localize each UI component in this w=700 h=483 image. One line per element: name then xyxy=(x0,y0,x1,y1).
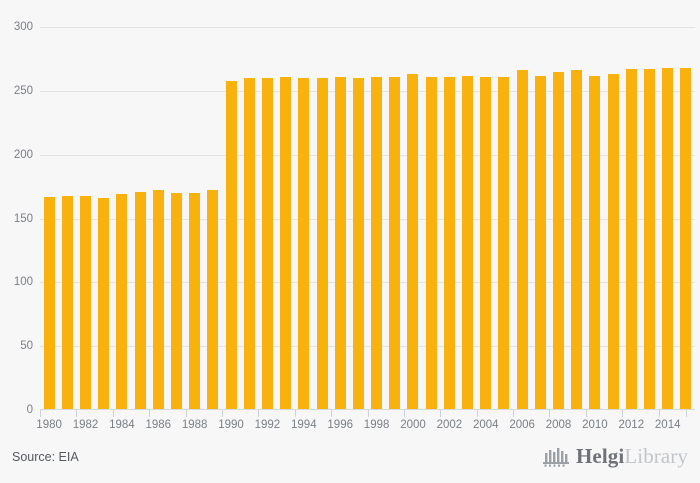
x-axis-tick-label: 2014 xyxy=(654,419,681,431)
plot-area xyxy=(40,27,695,410)
x-axis-tick xyxy=(295,410,296,417)
bar[interactable] xyxy=(407,74,419,410)
x-axis-tick-label: 1990 xyxy=(218,419,244,431)
gridline xyxy=(40,27,695,28)
x-axis-tick-label: 1980 xyxy=(36,419,62,431)
source-note: Source: EIA xyxy=(12,450,79,464)
x-axis-tick xyxy=(404,410,405,417)
chart-footer: Source: EIA xyxy=(0,440,700,483)
x-axis-tick xyxy=(686,410,687,417)
x-axis: 1980 1982 1984 1986 1988 1990 1992 1994 1996 1998… xyxy=(36,410,695,440)
x-axis-tick xyxy=(368,410,369,417)
bar[interactable] xyxy=(498,76,510,410)
gridline xyxy=(40,282,695,284)
x-axis-tick xyxy=(258,410,259,417)
x-axis-tick-label: 1996 xyxy=(327,419,353,431)
bar[interactable] xyxy=(680,67,692,410)
x-axis-tick xyxy=(113,410,114,417)
bar[interactable] xyxy=(61,195,73,410)
bar[interactable] xyxy=(261,78,273,410)
x-axis-tick xyxy=(440,410,441,417)
helgi-library-logo[interactable]: HelgiLibrary xyxy=(543,446,688,467)
bar[interactable] xyxy=(43,196,55,410)
x-axis-tick-label: 2002 xyxy=(436,419,463,431)
bar[interactable] xyxy=(516,70,528,410)
x-axis-tick xyxy=(586,410,587,417)
bar[interactable] xyxy=(534,75,546,410)
y-axis-tick-label: 100 xyxy=(13,276,33,289)
x-axis-tick xyxy=(222,410,223,417)
y-axis-tick-label: 50 xyxy=(20,340,33,353)
bar[interactable] xyxy=(225,80,237,410)
bar-chart-building-icon xyxy=(543,447,569,467)
x-axis-tick xyxy=(513,410,514,417)
bar[interactable] xyxy=(298,78,310,410)
x-axis-tick-label: 1984 xyxy=(109,419,135,431)
x-axis-tick-label: 1998 xyxy=(363,419,390,431)
bar[interactable] xyxy=(243,78,255,410)
bar[interactable] xyxy=(98,198,110,410)
gridline xyxy=(40,346,695,348)
bar[interactable] xyxy=(625,69,637,410)
y-axis-tick-label: 0 xyxy=(26,404,33,416)
bar[interactable] xyxy=(443,76,455,410)
x-axis-tick xyxy=(331,410,332,417)
x-axis-tick xyxy=(76,410,77,417)
x-axis-tick-label: 1982 xyxy=(72,419,99,431)
brand-name-primary: Helgi xyxy=(576,444,625,468)
x-axis-tick xyxy=(186,410,187,417)
y-axis-tick-label: 250 xyxy=(13,84,33,97)
bar[interactable] xyxy=(607,74,619,410)
y-axis-tick-label: 150 xyxy=(13,212,33,225)
bar[interactable] xyxy=(662,67,674,410)
x-axis-tick-label: 2006 xyxy=(509,419,535,431)
bar[interactable] xyxy=(553,71,565,410)
bar[interactable] xyxy=(207,190,219,410)
x-axis-tick xyxy=(622,410,623,417)
x-axis-tick xyxy=(149,410,150,417)
x-axis-tick-label: 1988 xyxy=(181,419,208,431)
x-axis-baseline xyxy=(40,409,695,410)
x-axis-tick-label: 2000 xyxy=(400,419,426,431)
bar[interactable] xyxy=(334,76,346,410)
x-axis-tick-label: 2010 xyxy=(582,419,608,431)
x-axis-tick-label: 2012 xyxy=(618,419,645,431)
bar[interactable] xyxy=(352,78,364,410)
bar[interactable] xyxy=(116,194,128,410)
x-axis-tick-label: 1986 xyxy=(145,419,172,431)
bar[interactable] xyxy=(134,191,146,410)
bar[interactable] xyxy=(189,192,201,410)
gridline xyxy=(40,90,695,92)
bar[interactable] xyxy=(371,76,383,410)
x-axis-tick-label: 2004 xyxy=(472,419,499,431)
x-axis-tick-label: 1992 xyxy=(254,419,281,431)
x-axis-tick-label: 2008 xyxy=(545,419,572,431)
bars-layer xyxy=(40,27,695,410)
bar[interactable] xyxy=(316,78,328,410)
bar[interactable] xyxy=(425,76,437,410)
bar[interactable] xyxy=(152,190,164,410)
x-axis-tick-label: 1994 xyxy=(291,419,317,431)
brand-name-secondary: Library xyxy=(624,444,688,468)
x-axis-tick xyxy=(659,410,660,417)
gridline xyxy=(40,154,695,156)
bar[interactable] xyxy=(170,192,182,410)
bar[interactable] xyxy=(480,76,492,410)
bar[interactable] xyxy=(79,195,91,410)
y-axis-tick-label: 300 xyxy=(13,21,33,33)
bar[interactable] xyxy=(280,76,292,410)
bar[interactable] xyxy=(571,70,583,410)
x-axis-tick xyxy=(40,410,41,417)
bar[interactable] xyxy=(462,75,474,410)
gridline xyxy=(40,218,695,220)
bar[interactable] xyxy=(389,76,401,410)
x-axis-tick xyxy=(477,410,478,417)
x-axis-tick xyxy=(549,410,550,417)
y-axis-tick-label: 200 xyxy=(13,148,33,161)
bar[interactable] xyxy=(644,69,655,410)
bar[interactable] xyxy=(589,75,601,410)
